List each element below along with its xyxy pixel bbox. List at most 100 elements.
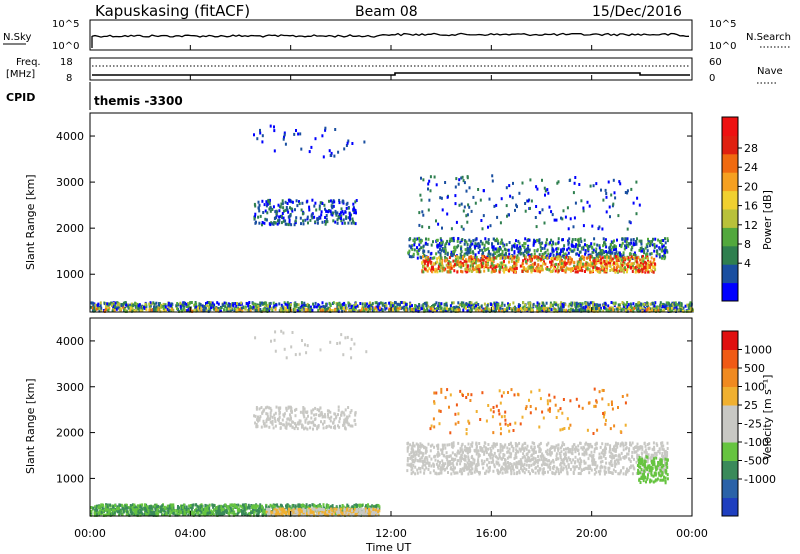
range-cell [215,307,218,311]
range-cell [493,269,496,273]
range-cell [212,513,215,517]
range-cell [94,309,96,313]
range-cell [139,513,142,517]
range-cell [574,304,577,308]
range-cell [208,503,211,507]
range-cell [393,307,396,311]
range-cell [439,258,442,262]
range-cell [174,513,177,517]
range-cell [253,509,256,513]
range-cell [241,309,244,313]
range-cell [646,267,649,271]
range-cell [276,505,279,509]
range-cell [111,309,114,313]
range-cell [421,261,424,265]
range-cell [516,254,519,258]
range-cell [463,303,466,307]
range-cell [601,268,604,272]
range-cell [485,264,487,268]
colorbar-tick-label: 16 [744,200,758,213]
range-cell [335,512,337,516]
range-cell [298,309,301,313]
range-cell [275,212,278,216]
range-cell [433,307,436,311]
range-cell [615,269,618,273]
range-cell [678,301,680,305]
range-cell [316,217,319,221]
range-cell [645,309,648,313]
range-cell [155,503,158,507]
range-cell [261,223,263,227]
range-cell [330,505,333,509]
range-cell [630,265,633,269]
range-cell [129,504,132,507]
range-cell [200,307,203,311]
range-cell [117,306,120,310]
range-cell [328,199,330,203]
range-cell [435,238,438,242]
range-cell [359,309,362,313]
range-cell [688,303,690,307]
range-cell [439,242,441,245]
range-cell [511,268,514,272]
range-cell [514,270,517,274]
range-cell [611,306,614,310]
range-cell [578,183,581,186]
range-cell [572,260,575,264]
range-cell [425,267,427,271]
range-cell [318,306,321,310]
range-cell [503,270,506,274]
range-cell [336,308,339,311]
range-cell [570,243,573,247]
range-cell [496,263,499,267]
range-cell [331,213,334,217]
range-cell [308,150,311,154]
colorbar-tick-label: 20 [744,180,758,193]
range-cell [494,269,497,273]
range-cell [104,508,107,512]
range-cell [534,267,537,271]
range-cell [569,269,572,273]
range-cell [289,214,292,218]
range-cell [513,250,516,254]
range-cell [273,125,275,129]
range-cell [341,309,344,313]
range-cell [586,261,589,265]
range-cell [139,309,142,313]
range-cell [315,305,318,309]
range-cell [352,202,355,206]
range-cell [132,304,134,307]
range-cell [396,302,399,306]
range-cell [596,267,599,270]
range-cell [164,305,167,309]
range-cell [581,269,584,273]
range-cell [498,309,500,313]
range-cell [425,303,428,307]
range-cell [526,269,529,273]
range-cell [261,140,264,144]
range-cell [613,261,615,265]
range-cell [537,258,540,262]
range-cell [485,248,488,251]
range-cell [564,270,567,274]
range-cell [491,242,494,246]
range-cell [576,243,579,247]
range-cell [338,504,341,508]
range-cell [564,252,567,256]
range-cell [584,309,587,313]
range-cell [605,267,608,271]
range-cell [219,309,222,313]
range-cell [647,270,650,274]
range-cell [664,246,667,250]
range-cell [348,309,351,313]
range-cell [536,265,539,269]
range-cell [419,193,422,197]
range-cell [128,513,131,517]
range-cell [610,243,612,247]
range-cell [446,253,449,257]
range-cell [462,227,465,231]
range-cell [314,137,317,141]
range-cell [220,505,223,509]
range-cell [626,270,628,274]
range-cell [482,309,485,313]
